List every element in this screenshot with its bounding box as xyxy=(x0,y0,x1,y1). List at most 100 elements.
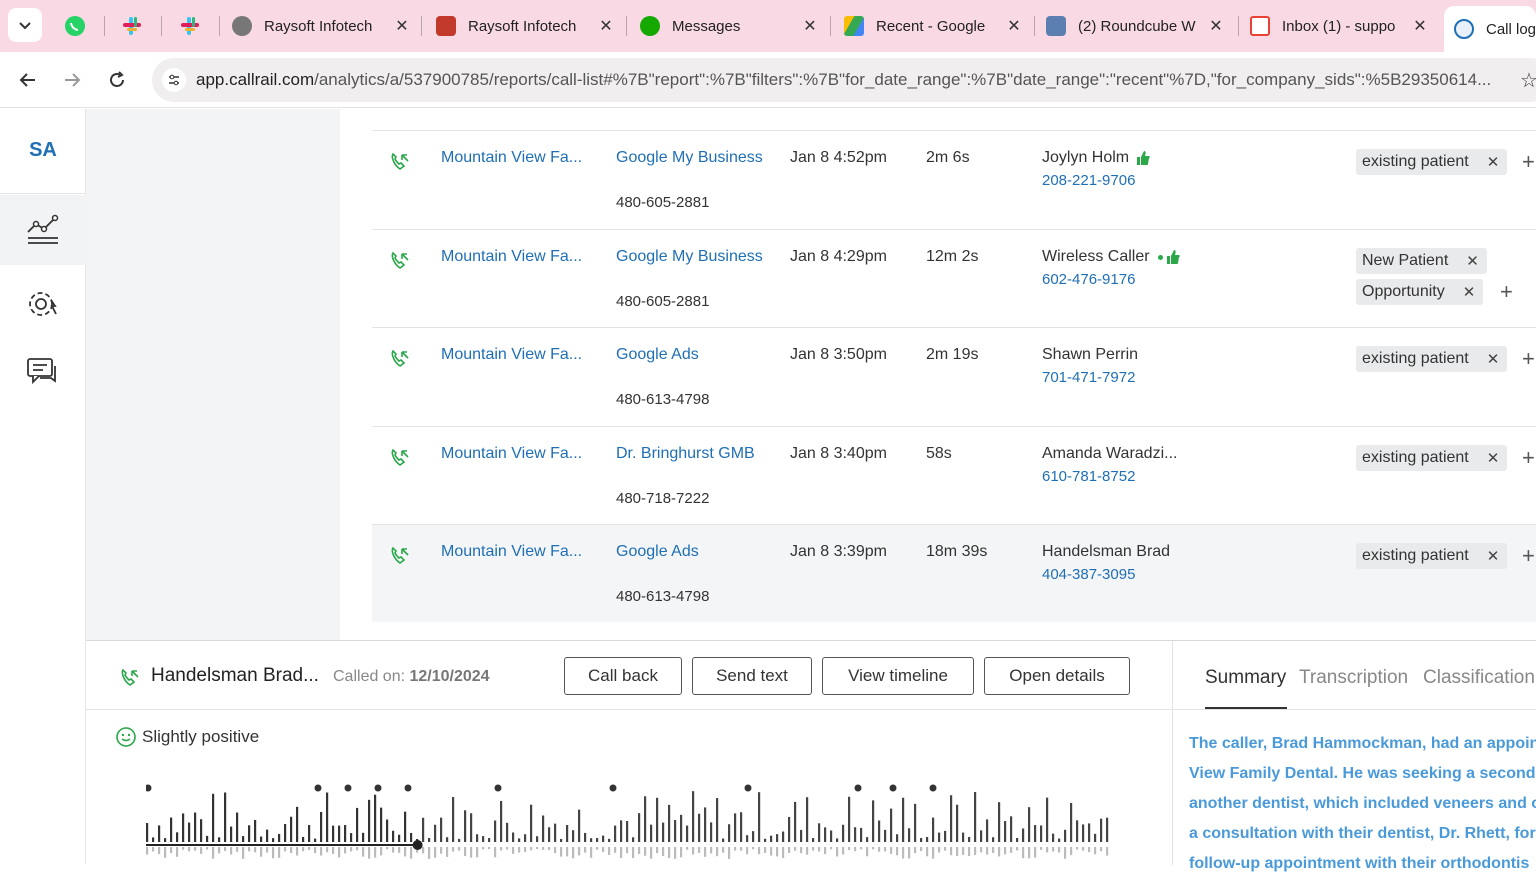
pinned-tab-slack-1[interactable] xyxy=(118,12,146,40)
close-icon[interactable]: ✕ xyxy=(395,18,409,35)
waveform-bar xyxy=(464,810,467,842)
site-info-icon[interactable] xyxy=(162,68,186,92)
waveform-bar xyxy=(422,817,425,842)
sidebar-item-messages[interactable] xyxy=(0,337,86,407)
company-link[interactable]: Mountain View Fa... xyxy=(441,543,583,560)
remove-tag-icon[interactable]: ✕ xyxy=(1486,154,1500,171)
caller-phone-link[interactable]: 610-781-8752 xyxy=(1042,468,1136,485)
waveform-marker[interactable] xyxy=(314,784,322,792)
remove-tag-icon[interactable]: ✕ xyxy=(1466,253,1479,270)
caller-phone-link[interactable]: 701-471-7972 xyxy=(1042,369,1136,386)
back-button[interactable] xyxy=(12,64,44,96)
waveform-bar xyxy=(170,847,173,854)
waveform-bar xyxy=(662,847,665,857)
caller-phone-link[interactable]: 602-476-9176 xyxy=(1042,271,1136,288)
reload-button[interactable] xyxy=(101,64,133,96)
waveform-bar xyxy=(704,847,707,857)
close-icon[interactable]: ✕ xyxy=(803,18,817,35)
source-link[interactable]: Dr. Bringhurst GMB xyxy=(616,445,755,462)
waveform-bar xyxy=(794,801,797,842)
source-link[interactable]: Google My Business xyxy=(616,248,763,265)
forward-button[interactable] xyxy=(56,64,88,96)
company-link[interactable]: Mountain View Fa... xyxy=(441,346,583,363)
tab-search-button[interactable] xyxy=(8,8,42,42)
audio-waveform[interactable] xyxy=(146,781,1116,865)
source-link[interactable]: Google Ads xyxy=(616,543,699,560)
waveform-marker[interactable] xyxy=(344,784,352,792)
browser-tab[interactable]: Raysoft Infotech ✕ xyxy=(436,8,616,44)
sidebar-item-settings[interactable] xyxy=(0,269,86,339)
browser-tab-active[interactable]: Call log xyxy=(1444,6,1536,52)
tab-transcription[interactable]: Transcription xyxy=(1299,667,1409,688)
remove-tag-icon[interactable]: ✕ xyxy=(1486,351,1500,368)
tag-chip: existing patient ✕ xyxy=(1356,346,1508,372)
remove-tag-icon[interactable]: ✕ xyxy=(1486,548,1500,565)
waveform-bar xyxy=(242,847,245,859)
waveform-marker[interactable] xyxy=(609,784,617,792)
close-icon[interactable]: ✕ xyxy=(599,18,613,35)
view-timeline-button[interactable]: View timeline xyxy=(822,657,974,695)
waveform-bar xyxy=(710,822,713,842)
waveform-marker[interactable] xyxy=(404,784,412,792)
browser-tab[interactable]: Messages ✕ xyxy=(640,8,820,44)
tab-summary[interactable]: Summary xyxy=(1205,667,1287,688)
browser-tab[interactable]: Inbox (1) - suppo ✕ xyxy=(1250,8,1430,44)
address-bar[interactable]: app.callrail.com/analytics/a/537900785/r… xyxy=(152,58,1536,102)
close-icon[interactable]: ✕ xyxy=(1413,18,1427,35)
table-row-selected[interactable]: Mountain View Fa... Google Ads 480-613-4… xyxy=(372,524,1536,622)
browser-tab[interactable]: (2) Roundcube W ✕ xyxy=(1046,8,1226,44)
caller-phone-link[interactable]: 208-221-9706 xyxy=(1042,172,1136,189)
waveform-bar xyxy=(254,819,257,842)
add-tag-icon[interactable]: + xyxy=(1522,543,1535,568)
table-row[interactable]: Mountain View Fa... Google Ads 480-613-4… xyxy=(372,327,1536,425)
waveform-marker[interactable] xyxy=(854,784,862,792)
waveform-bar xyxy=(374,847,377,858)
send-text-button[interactable]: Send text xyxy=(692,657,812,695)
sidebar-item-analytics[interactable] xyxy=(0,195,86,265)
close-icon[interactable]: ✕ xyxy=(1007,18,1021,35)
add-tag-icon[interactable]: + xyxy=(1522,346,1535,371)
browser-tab[interactable]: Recent - Google ✕ xyxy=(844,8,1024,44)
globe-icon xyxy=(232,16,252,36)
waveform-bar xyxy=(776,834,779,842)
table-row[interactable]: Mountain View Fa... Dr. Bringhurst GMB 4… xyxy=(372,426,1536,524)
waveform-bar xyxy=(572,830,575,842)
close-icon[interactable]: ✕ xyxy=(1209,18,1223,35)
waveform-marker[interactable] xyxy=(494,784,502,792)
table-row[interactable]: Mountain View Fa... Google My Business 4… xyxy=(372,130,1536,228)
source-link[interactable]: Google Ads xyxy=(616,346,699,363)
add-tag-icon[interactable]: + xyxy=(1522,149,1535,174)
waveform-bar xyxy=(1034,847,1037,858)
table-row[interactable]: Mountain View Fa... Google My Business 4… xyxy=(372,229,1536,327)
call-back-button[interactable]: Call back xyxy=(564,657,682,695)
waveform-bar xyxy=(800,829,803,842)
source-link[interactable]: Google My Business xyxy=(616,149,763,166)
waveform-bar xyxy=(710,847,713,854)
pinned-tab-slack-2[interactable] xyxy=(176,12,204,40)
tab-classification[interactable]: Classification xyxy=(1423,667,1535,688)
waveform-marker[interactable] xyxy=(889,784,897,792)
account-logo[interactable]: SA xyxy=(29,139,57,161)
waveform-bar xyxy=(614,847,617,853)
remove-tag-icon[interactable]: ✕ xyxy=(1462,284,1476,301)
waveform-marker[interactable] xyxy=(374,784,382,792)
browser-tab[interactable]: Raysoft Infotech ✕ xyxy=(232,8,412,44)
pinned-tab-whatsapp[interactable] xyxy=(61,12,89,40)
waveform-marker[interactable] xyxy=(929,784,937,792)
waveform-marker[interactable] xyxy=(146,784,152,792)
waveform-marker[interactable] xyxy=(744,784,752,792)
bookmark-star-icon[interactable]: ☆ xyxy=(1520,70,1536,92)
playback-handle[interactable] xyxy=(412,840,423,850)
remove-tag-icon[interactable]: ✕ xyxy=(1486,450,1500,467)
company-link[interactable]: Mountain View Fa... xyxy=(441,149,583,166)
add-tag-icon[interactable]: + xyxy=(1500,279,1513,304)
open-details-button[interactable]: Open details xyxy=(984,657,1130,695)
waveform-bar xyxy=(230,826,233,842)
caller-phone-link[interactable]: 404-387-3095 xyxy=(1042,566,1136,583)
waveform-bar xyxy=(1058,838,1061,842)
waveform-bar xyxy=(854,827,857,842)
waveform-bar xyxy=(266,847,269,853)
company-link[interactable]: Mountain View Fa... xyxy=(441,248,583,265)
add-tag-icon[interactable]: + xyxy=(1522,445,1535,470)
company-link[interactable]: Mountain View Fa... xyxy=(441,445,583,462)
